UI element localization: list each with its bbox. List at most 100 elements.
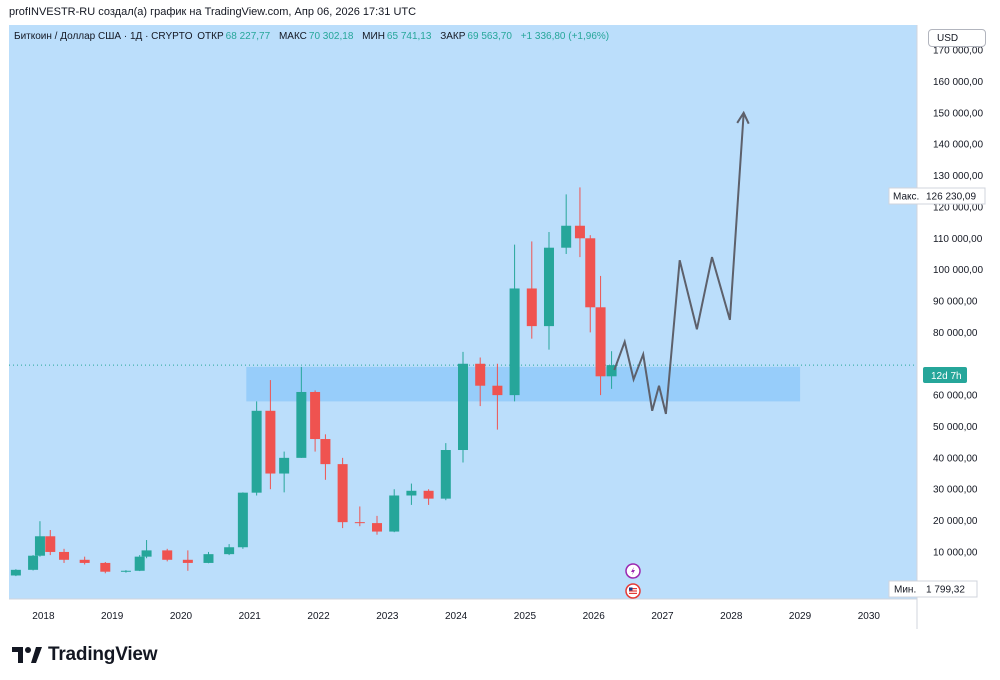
- candle-body: [585, 238, 596, 308]
- price-tick-label: 160 000,00: [933, 77, 983, 88]
- candle: [134, 555, 145, 572]
- price-tick-label: 30 000,00: [933, 485, 978, 496]
- candle: [251, 401, 262, 496]
- candle-body: [237, 492, 248, 548]
- candle-body: [492, 385, 503, 396]
- candle: [34, 521, 45, 557]
- max-value: 126 230,09: [926, 192, 976, 203]
- time-axis-background: [9, 599, 917, 629]
- candle-body: [543, 247, 554, 327]
- projection-arrowhead: [736, 110, 750, 125]
- candle-body: [251, 410, 262, 493]
- high-label: МАКС: [278, 31, 307, 42]
- low-value: 65 741,13: [386, 31, 432, 42]
- symbol-title[interactable]: Биткоин / Доллар США · 1Д · CRYPTO: [14, 31, 193, 42]
- time-tick-label: 2026: [583, 611, 606, 622]
- max-label: Макс.: [893, 192, 919, 203]
- time-tick-label: 2018: [32, 611, 55, 622]
- currency-button[interactable]: USD: [928, 29, 986, 47]
- candle-body: [279, 457, 290, 474]
- candle: [492, 363, 503, 430]
- candle-body: [224, 547, 235, 555]
- candle-body: [475, 363, 486, 386]
- candle-body: [406, 490, 417, 496]
- candle-body: [265, 410, 276, 474]
- candle-body: [120, 570, 131, 572]
- candle: [10, 569, 21, 577]
- price-tick-label: 40 000,00: [933, 453, 978, 464]
- price-tick-label: 150 000,00: [933, 108, 983, 119]
- time-tick-label: 2027: [651, 611, 674, 622]
- price-chart[interactable]: 170 000,00 160 000,00 150 000,00 140 000,00…: [9, 25, 991, 629]
- price-tick-label: 20 000,00: [933, 516, 978, 527]
- candle: [475, 357, 486, 407]
- candle: [265, 380, 276, 490]
- candle: [585, 235, 596, 333]
- time-tick-label: 2023: [376, 611, 399, 622]
- candle: [526, 241, 537, 339]
- candle: [79, 556, 90, 565]
- tradingview-logo-icon: [12, 647, 42, 663]
- candle: [237, 492, 248, 549]
- candle: [182, 550, 193, 571]
- candle: [574, 187, 585, 258]
- candle: [509, 244, 520, 402]
- candle-body: [162, 550, 173, 560]
- time-tick-label: 2028: [720, 611, 743, 622]
- candle-body: [45, 536, 56, 552]
- time-tick-label: 2022: [307, 611, 330, 622]
- candle-body: [34, 536, 45, 556]
- open-value: 68 227,77: [225, 31, 271, 42]
- time-tick-label: 2020: [170, 611, 193, 622]
- candle: [440, 443, 451, 501]
- price-tick-label: 80 000,00: [933, 328, 978, 339]
- lightning-icon[interactable]: [625, 563, 641, 579]
- projection-path[interactable]: [613, 112, 745, 415]
- min-label: Мин.: [894, 585, 916, 596]
- candle-body: [561, 225, 572, 248]
- time-tick-label: 2019: [101, 611, 124, 622]
- candle-body: [372, 523, 383, 532]
- candle-body: [79, 559, 90, 563]
- candle-body: [440, 450, 451, 499]
- support-zone[interactable]: [246, 366, 801, 402]
- time-tick-label: 2021: [239, 611, 262, 622]
- candle: [561, 194, 572, 254]
- candle-body: [10, 569, 21, 576]
- countdown-label: 12d 7h: [931, 371, 962, 382]
- price-tick-label: 140 000,00: [933, 140, 983, 151]
- symbol-legend: Биткоин / Доллар США · 1Д · CRYPTO ОТКР 6…: [14, 31, 611, 42]
- candle: [595, 275, 606, 396]
- min-price-marker: Мин. 1 799,32: [888, 580, 978, 598]
- candle-body: [296, 391, 307, 458]
- candle-body: [509, 288, 520, 396]
- candle: [162, 548, 173, 562]
- candle: [59, 548, 70, 563]
- candle: [606, 351, 617, 389]
- candle: [310, 390, 321, 452]
- countdown-badge: 12d 7h: [923, 367, 967, 383]
- price-tick-label: 50 000,00: [933, 422, 978, 433]
- candle-body: [203, 554, 214, 563]
- candle: [141, 540, 152, 559]
- price-tick-label: 110 000,00: [933, 234, 983, 245]
- high-value: 70 302,18: [308, 31, 354, 42]
- price-tick-label: 60 000,00: [933, 391, 978, 402]
- time-tick-label: 2024: [445, 611, 468, 622]
- tradingview-logo: TradingView: [12, 644, 158, 666]
- candle: [337, 457, 348, 529]
- price-tick-label: 10 000,00: [933, 547, 978, 558]
- change-value: +1 336,80 (+1,96%): [520, 31, 610, 42]
- plot-background: [9, 25, 917, 599]
- candle-body: [574, 225, 585, 239]
- time-tick-label: 2029: [789, 611, 812, 622]
- candle: [372, 515, 383, 535]
- price-axis-background: [917, 25, 991, 629]
- us-flag-icon[interactable]: [625, 583, 641, 599]
- candle-body: [458, 363, 468, 451]
- candle-body: [337, 464, 348, 523]
- candle-body: [182, 559, 193, 563]
- max-price-marker: Макс. 126 230,09: [888, 187, 986, 205]
- chart-attribution: profINVESTR-RU создал(а) график на Tradi…: [9, 6, 417, 18]
- brand-name: TradingView: [48, 644, 158, 665]
